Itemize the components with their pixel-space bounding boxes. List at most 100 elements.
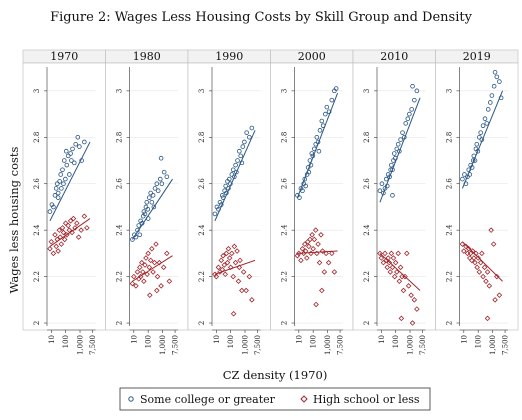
hs-point xyxy=(213,273,220,280)
hs-point xyxy=(388,250,395,257)
college-point xyxy=(212,211,218,217)
college-point xyxy=(460,176,465,182)
hs-point xyxy=(131,273,137,280)
college-point xyxy=(77,144,82,149)
college-point xyxy=(55,190,61,196)
hs-point xyxy=(231,243,238,250)
hs-point xyxy=(215,264,222,271)
x-tick-label: 10 xyxy=(295,335,303,344)
y-tick-label: 2.2 xyxy=(281,271,289,282)
hs-point xyxy=(302,241,308,247)
y-tick-label: 2.2 xyxy=(116,271,124,282)
college-point xyxy=(237,148,242,154)
college-point xyxy=(477,134,482,140)
y-tick-label: 2.4 xyxy=(363,224,371,236)
hs-point xyxy=(382,250,388,257)
hs-point xyxy=(81,213,88,220)
hs-point xyxy=(313,301,319,308)
hs-point xyxy=(75,234,82,240)
college-point xyxy=(489,93,495,98)
y-tick-label: 3 xyxy=(281,89,289,93)
college-point xyxy=(137,232,143,238)
hs-point xyxy=(309,232,315,238)
college-point xyxy=(235,158,240,163)
x-tick-label: 100 xyxy=(392,335,400,348)
x-tick-label: 1,000 xyxy=(159,335,167,355)
college-point xyxy=(403,121,408,126)
y-tick-label: 2.8 xyxy=(446,132,454,143)
hs-point xyxy=(306,243,312,250)
college-point xyxy=(324,104,330,110)
college-point xyxy=(244,130,249,135)
hs-point xyxy=(475,255,481,261)
hs-point xyxy=(465,245,472,252)
panel-plot-area xyxy=(435,62,519,331)
legend-label-hs: High school or less xyxy=(313,393,420,406)
hs-point xyxy=(61,236,68,243)
hs-point xyxy=(137,264,143,271)
x-tick-label: 10 xyxy=(130,335,138,344)
panel-plot-area xyxy=(187,62,271,331)
hs-point xyxy=(296,250,302,257)
hs-point xyxy=(319,287,325,294)
college-point xyxy=(480,123,486,128)
hs-point xyxy=(230,310,237,317)
college-point xyxy=(47,209,53,214)
x-axis-label: CZ density (1970) xyxy=(223,368,328,382)
x-tick-label: 1,000 xyxy=(489,335,497,355)
college-point xyxy=(389,162,394,168)
college-point xyxy=(487,100,493,105)
y-tick-label: 2.4 xyxy=(198,224,206,236)
college-point xyxy=(497,79,502,84)
x-tick-label: 1,000 xyxy=(242,335,250,355)
college-point xyxy=(462,172,467,177)
hs-point xyxy=(318,232,324,238)
hs-point xyxy=(133,283,139,289)
college-fit-line xyxy=(296,93,339,198)
hs-point xyxy=(471,255,477,261)
y-tick-label: 2.8 xyxy=(33,132,41,143)
legend-marker-hs xyxy=(300,395,308,403)
y-tick-label: 2.6 xyxy=(198,178,206,190)
y-axis-label: Wages less housing costs xyxy=(7,146,21,293)
college-point xyxy=(152,186,158,191)
hs-point xyxy=(488,227,494,233)
hs-point xyxy=(494,273,500,280)
hs-point xyxy=(400,287,407,294)
hs-point xyxy=(220,252,226,259)
college-point xyxy=(317,128,323,133)
hs-point xyxy=(316,259,323,266)
hs-point xyxy=(299,245,306,252)
y-tick-label: 2.8 xyxy=(281,132,289,143)
hs-point xyxy=(243,287,249,294)
hs-point xyxy=(146,264,153,271)
hs-point xyxy=(147,257,154,264)
hs-point xyxy=(329,250,335,257)
hs-point xyxy=(483,278,489,285)
college-point xyxy=(407,111,412,117)
college-point xyxy=(491,83,497,89)
hs-point xyxy=(164,250,170,257)
college-point xyxy=(329,97,335,103)
college-point xyxy=(409,107,414,112)
college-point xyxy=(478,130,483,135)
legend: Some college or greater High school or l… xyxy=(119,387,431,411)
college-point xyxy=(475,148,481,154)
x-tick-label: 100 xyxy=(475,335,483,348)
hs-point xyxy=(390,255,397,261)
x-tick-label: 100 xyxy=(227,335,235,348)
college-point xyxy=(466,167,472,173)
college-point xyxy=(474,141,480,147)
hs-point xyxy=(397,264,404,271)
y-tick-label: 2.8 xyxy=(198,132,206,143)
college-point xyxy=(400,130,405,135)
college-point xyxy=(144,200,150,205)
hs-point xyxy=(321,269,328,275)
y-tick-label: 2.4 xyxy=(116,224,124,236)
hs-point xyxy=(154,287,160,294)
panel-2000: 2000 2 2.2 2.4 2.6 2.8 3 10 100 1,000 7,500 xyxy=(270,49,354,355)
college-point xyxy=(303,183,308,189)
hs-point xyxy=(249,297,255,303)
panel-plot-area xyxy=(270,62,354,331)
college-point xyxy=(485,107,491,112)
